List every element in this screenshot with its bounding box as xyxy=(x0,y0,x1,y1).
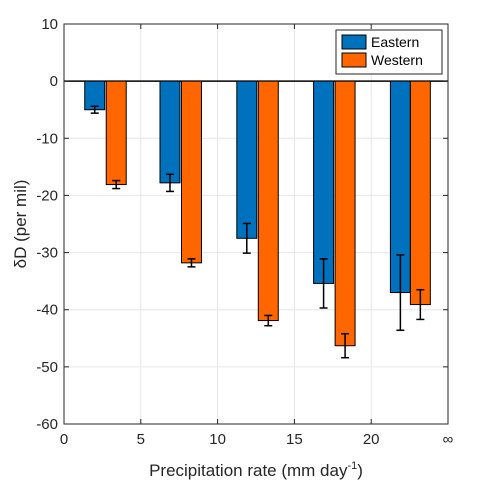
y-tick-label: -10 xyxy=(36,130,58,147)
bar-western xyxy=(409,80,431,306)
y-tick-label: 0 xyxy=(50,73,58,90)
y-tick-label: -30 xyxy=(36,245,58,262)
y-tick-label: -50 xyxy=(36,359,58,376)
x-tick-label: 0 xyxy=(60,431,68,448)
legend-label-western: Western xyxy=(371,52,423,68)
bars xyxy=(84,80,431,347)
bar-western xyxy=(105,80,127,186)
plot-frame xyxy=(63,23,449,425)
y-tick-label: -40 xyxy=(36,302,58,319)
error-bars xyxy=(90,105,425,359)
bar-western xyxy=(257,80,279,322)
tick-labels: 0 5 10 15 20 ∞ 10 0 -10 -20 -30 -40 -50 -60 xyxy=(36,16,453,448)
legend-swatch-eastern xyxy=(341,34,367,50)
legend: Eastern Western xyxy=(335,29,443,75)
bar-eastern xyxy=(84,80,106,111)
x-tick-label: 5 xyxy=(137,431,145,448)
x-tick-label: 15 xyxy=(286,431,303,448)
bar-western xyxy=(181,80,202,264)
x-axis-title: Precipitation rate (mm day-1) xyxy=(149,460,363,480)
bar-western xyxy=(334,80,356,347)
x-tick-label: 10 xyxy=(209,431,226,448)
legend-swatch-western xyxy=(341,52,367,68)
bar-eastern xyxy=(313,80,335,284)
y-tick-label: -60 xyxy=(36,416,58,433)
x-tick-label: ∞ xyxy=(443,431,454,448)
legend-label-eastern: Eastern xyxy=(371,34,419,50)
x-tick-label: 20 xyxy=(363,431,380,448)
bar-eastern xyxy=(236,80,258,239)
bar-eastern xyxy=(159,80,181,184)
y-axis-title: δD (per mil) xyxy=(11,180,30,269)
y-tick-label: 10 xyxy=(41,16,58,33)
y-tick-label: -20 xyxy=(36,187,58,204)
